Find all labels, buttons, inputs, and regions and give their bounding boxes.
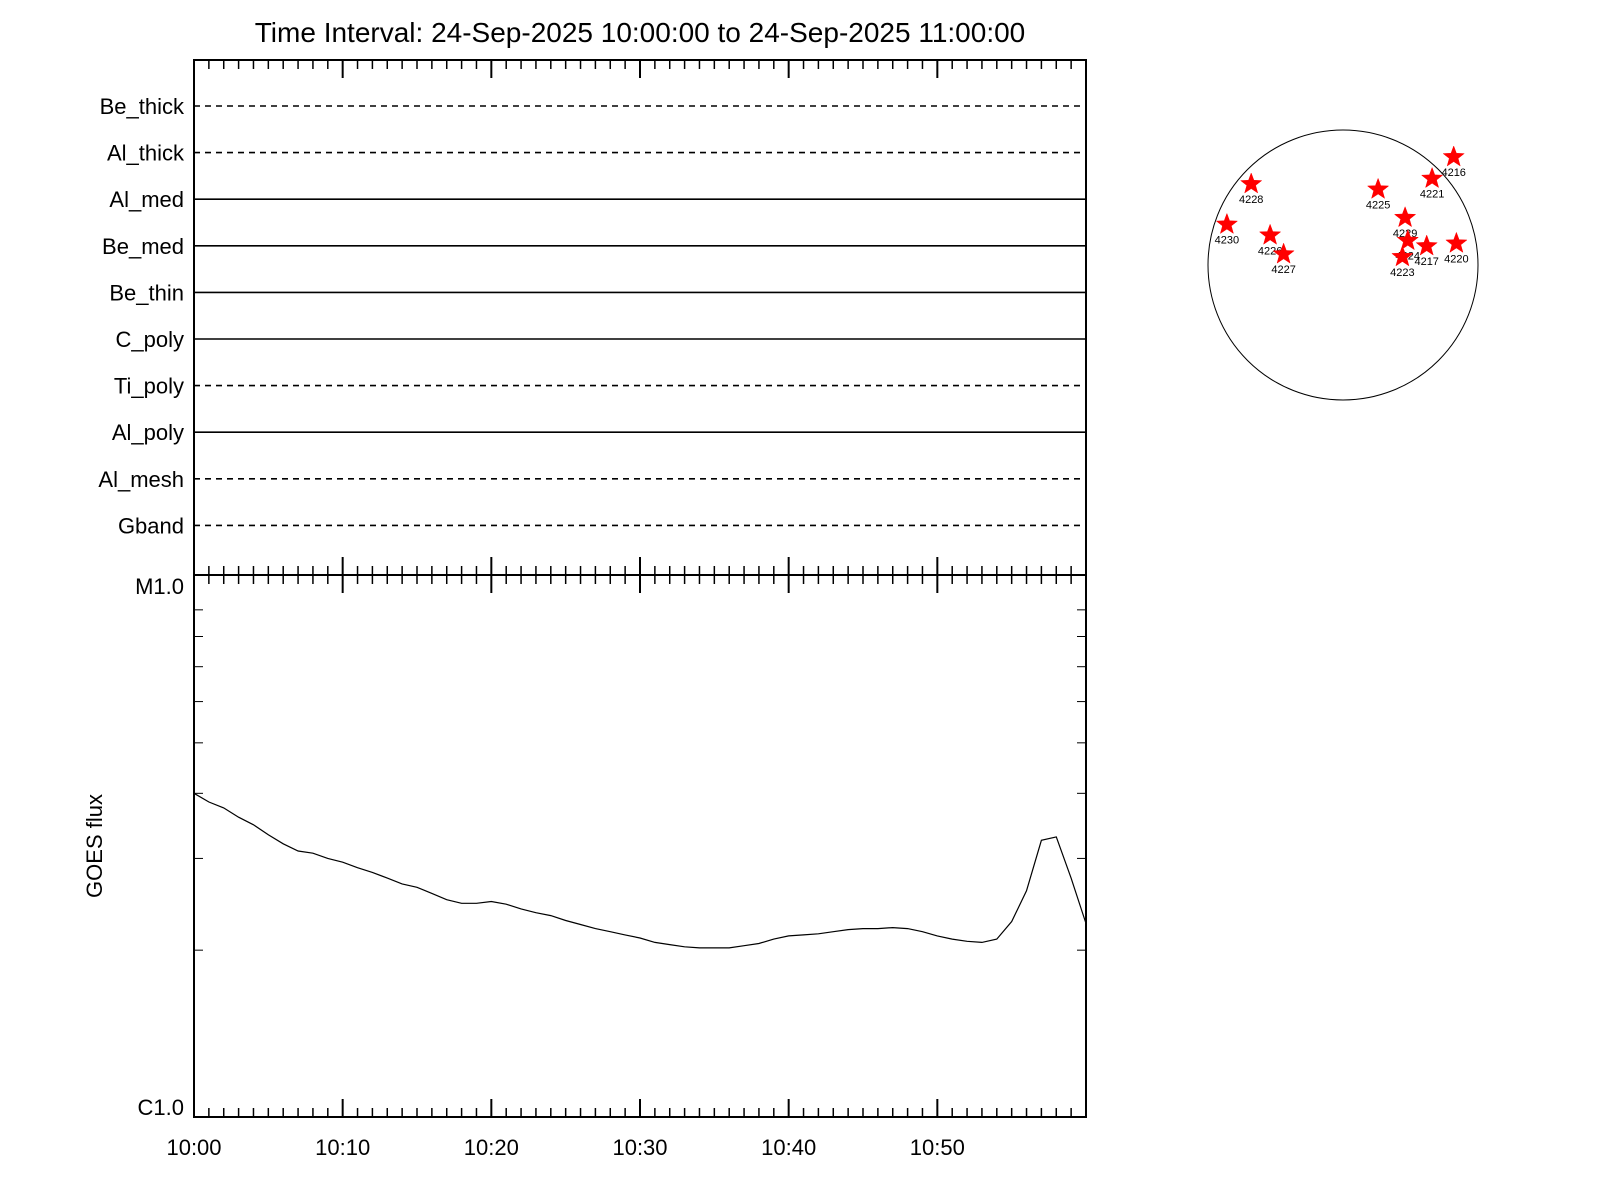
x-tick-label: 10:50 bbox=[910, 1135, 965, 1160]
y-axis-label: GOES flux bbox=[82, 794, 107, 898]
star-icon bbox=[1272, 242, 1295, 264]
y-tick-labels: M1.0 C1.0 bbox=[135, 574, 184, 1120]
active-region-4216: 4216 bbox=[1441, 145, 1466, 179]
status-label: Gband bbox=[118, 513, 184, 538]
active-region-4227: 4227 bbox=[1271, 242, 1296, 276]
star-icon bbox=[1215, 212, 1239, 234]
star-icon bbox=[1391, 245, 1414, 267]
star-icon bbox=[1366, 177, 1390, 199]
status-panel-ticks bbox=[193, 60, 1072, 575]
status-label: C_poly bbox=[116, 327, 184, 352]
active-region-label: 4223 bbox=[1390, 267, 1414, 279]
goes-panel-ticks bbox=[193, 575, 1086, 1117]
active-region-label: 4225 bbox=[1366, 199, 1390, 211]
star-icon bbox=[1442, 145, 1465, 167]
active-region-label: 4216 bbox=[1441, 167, 1465, 179]
x-tick-label: 10:10 bbox=[315, 1135, 370, 1160]
status-label: Al_thick bbox=[107, 141, 185, 166]
star-icon bbox=[1396, 228, 1419, 251]
detector-status-lines: Be_thick Al_thick Al_med Be_med Be_thin C_pol… bbox=[98, 94, 1086, 538]
active-region-4230: 4230 bbox=[1215, 212, 1239, 247]
active-region-label: 4230 bbox=[1215, 235, 1239, 247]
star-icon bbox=[1258, 223, 1282, 245]
y-tick-label: M1.0 bbox=[135, 574, 184, 599]
status-label: Be_thin bbox=[109, 280, 184, 305]
star-icon bbox=[1420, 166, 1444, 189]
x-tick-label: 10:30 bbox=[612, 1135, 667, 1160]
active-region-4221: 4221 bbox=[1420, 166, 1444, 201]
active-region-4228: 4228 bbox=[1239, 172, 1263, 206]
active-region-4220: 4220 bbox=[1444, 231, 1469, 265]
status-panel-frame bbox=[193, 59, 1087, 576]
status-label: Al_med bbox=[109, 187, 184, 212]
goes-panel-frame bbox=[193, 574, 1087, 1118]
active-region-label: 4226 bbox=[1258, 245, 1282, 257]
active-region-4223: 4223 bbox=[1390, 245, 1415, 279]
status-label: Be_thick bbox=[100, 94, 185, 119]
active-region-label: 4217 bbox=[1414, 256, 1438, 268]
x-tick-label: 10:40 bbox=[761, 1135, 816, 1160]
active-regions: 4216422142254228422942304226422742244217… bbox=[1215, 145, 1469, 279]
star-icon bbox=[1445, 231, 1468, 253]
x-tick-label: 10:20 bbox=[464, 1135, 519, 1160]
active-region-label: 4221 bbox=[1420, 189, 1444, 201]
chart-title: Time Interval: 24-Sep-2025 10:00:00 to 2… bbox=[255, 17, 1026, 48]
active-region-label: 4227 bbox=[1271, 264, 1295, 276]
active-region-label: 4220 bbox=[1444, 253, 1468, 265]
x-tick-labels: 10:00 10:10 10:20 10:30 10:40 10:50 bbox=[166, 1135, 964, 1160]
active-region-label: 4228 bbox=[1239, 194, 1263, 206]
active-region-4217: 4217 bbox=[1414, 234, 1439, 268]
x-tick-label: 10:00 bbox=[166, 1135, 221, 1160]
goes-flux-line bbox=[193, 792, 1087, 949]
active-region-4226: 4226 bbox=[1258, 223, 1282, 257]
status-label: Ti_poly bbox=[114, 374, 184, 399]
solar-disk bbox=[1207, 129, 1479, 401]
active-region-4225: 4225 bbox=[1366, 177, 1390, 211]
star-icon bbox=[1240, 172, 1263, 194]
star-icon bbox=[1393, 206, 1417, 228]
status-label: Al_mesh bbox=[98, 467, 184, 492]
status-label: Be_med bbox=[102, 234, 184, 259]
active-region-label: 4229 bbox=[1393, 228, 1417, 240]
active-region-4229: 4229 bbox=[1393, 206, 1417, 240]
status-label: Al_poly bbox=[112, 420, 184, 445]
y-tick-label: C1.0 bbox=[138, 1095, 184, 1120]
star-icon bbox=[1415, 234, 1438, 256]
